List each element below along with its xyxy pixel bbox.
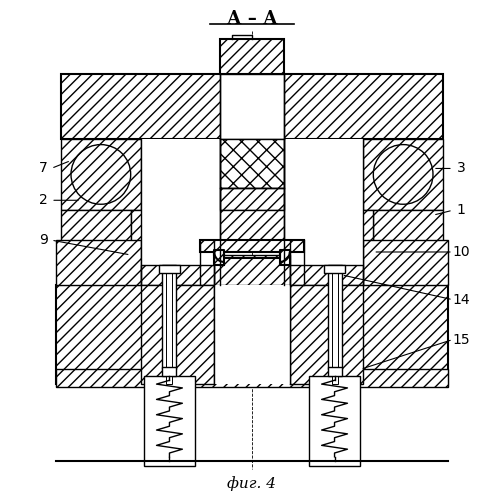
Bar xyxy=(284,210,363,285)
Bar xyxy=(159,265,180,273)
Text: 2: 2 xyxy=(39,194,47,207)
Bar xyxy=(214,285,290,384)
Text: 7: 7 xyxy=(39,162,47,175)
Circle shape xyxy=(71,144,131,204)
Bar xyxy=(166,265,172,384)
Bar xyxy=(61,138,141,210)
Bar xyxy=(162,368,176,376)
Text: А – А: А – А xyxy=(227,10,277,29)
Bar xyxy=(220,138,284,188)
Bar xyxy=(162,265,176,370)
Bar xyxy=(284,138,363,285)
Text: 3: 3 xyxy=(457,162,465,175)
Bar xyxy=(131,210,220,285)
Bar xyxy=(220,188,284,210)
Bar xyxy=(61,74,443,138)
Bar xyxy=(332,265,338,384)
Bar xyxy=(141,285,214,384)
Bar xyxy=(308,376,360,466)
Circle shape xyxy=(373,144,433,204)
Bar xyxy=(284,210,373,285)
Text: 14: 14 xyxy=(452,292,470,306)
Bar xyxy=(56,370,448,387)
Bar xyxy=(141,210,220,285)
Bar xyxy=(56,285,448,384)
Polygon shape xyxy=(200,240,304,265)
Bar xyxy=(290,285,363,384)
Text: 10: 10 xyxy=(452,245,470,259)
Bar xyxy=(363,138,443,210)
Bar xyxy=(290,265,363,285)
Bar xyxy=(141,138,220,285)
Bar xyxy=(144,376,196,466)
Bar xyxy=(56,240,141,285)
Text: 9: 9 xyxy=(39,233,47,247)
Bar xyxy=(363,240,448,285)
Bar xyxy=(220,210,284,240)
Bar xyxy=(220,39,284,74)
Text: фиг. 4: фиг. 4 xyxy=(227,476,277,491)
Text: 1: 1 xyxy=(457,203,465,217)
Bar xyxy=(373,210,443,285)
Bar xyxy=(324,265,345,273)
Text: 15: 15 xyxy=(452,332,470,346)
Bar xyxy=(214,255,290,285)
Bar xyxy=(220,74,284,138)
Bar xyxy=(141,265,214,285)
Bar xyxy=(328,265,342,370)
Bar xyxy=(220,138,284,210)
Bar xyxy=(328,368,342,376)
Bar xyxy=(61,210,131,285)
